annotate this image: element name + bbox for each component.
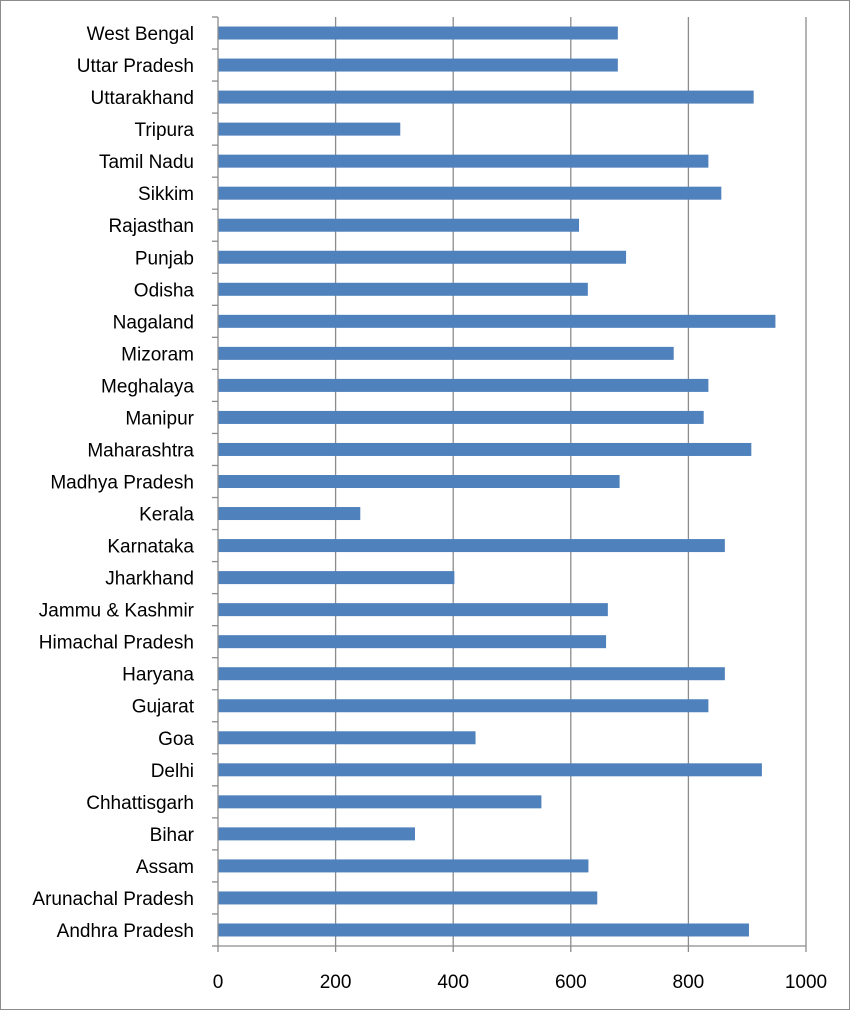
category-label: Uttar Pradesh [77, 56, 194, 77]
category-label: Haryana [122, 665, 194, 686]
bar-odisha [218, 282, 588, 296]
category-label: Nagaland [113, 312, 194, 333]
bar-karnataka [218, 539, 725, 553]
bar-kerala [218, 507, 361, 521]
bar-mizoram [218, 346, 674, 360]
bar-delhi [218, 763, 762, 777]
bar-jammu-kashmir [218, 603, 608, 617]
category-label: Jammu & Kashmir [39, 601, 195, 622]
category-label: Maharashtra [87, 440, 194, 461]
bar-andhra-pradesh [218, 923, 749, 937]
bar-sikkim [218, 186, 722, 200]
category-label: Tamil Nadu [99, 152, 194, 173]
category-label: Goa [158, 729, 194, 750]
x-tick-label: 600 [555, 972, 587, 993]
bars [218, 26, 776, 937]
category-label: Delhi [151, 761, 194, 782]
category-label: Tripura [135, 120, 195, 141]
x-tick-label: 0 [213, 972, 224, 993]
category-label: Assam [136, 857, 194, 878]
bar-arunachal-pradesh [218, 891, 598, 905]
bar-maharashtra [218, 442, 752, 456]
category-label: Rajasthan [108, 216, 194, 237]
category-label: Bihar [150, 825, 195, 846]
bar-nagaland [218, 314, 776, 328]
x-tick-label: 200 [320, 972, 352, 993]
bar-gujarat [218, 699, 709, 713]
bar-tripura [218, 122, 401, 136]
bar-chhattisgarh [218, 795, 542, 809]
bar-madhya-pradesh [218, 475, 620, 488]
category-label: Kerala [139, 505, 194, 526]
bar-assam [218, 859, 589, 873]
axes [212, 16, 807, 952]
category-label: Manipur [125, 408, 194, 429]
category-label: Himachal Pradesh [39, 633, 194, 654]
category-label: Arunachal Pradesh [32, 889, 194, 910]
category-label: Uttarakhand [90, 88, 194, 109]
bar-punjab [218, 250, 627, 264]
category-label: Chhattisgarh [86, 793, 194, 814]
category-label: Jharkhand [105, 569, 194, 590]
category-label: Odisha [134, 280, 195, 301]
bar-manipur [218, 410, 704, 424]
bar-jharkhand [218, 571, 455, 585]
category-label: Mizoram [121, 344, 194, 365]
category-label: Punjab [135, 248, 194, 269]
bar-haryana [218, 667, 725, 681]
x-tick-label: 400 [437, 972, 469, 993]
bar-tamil-nadu [218, 154, 709, 168]
category-label: Sikkim [138, 184, 194, 205]
bar-bihar [218, 827, 415, 841]
category-label: Karnataka [107, 537, 194, 558]
bar-west-bengal [218, 26, 618, 40]
bar-himachal-pradesh [218, 635, 607, 649]
bar-meghalaya [218, 378, 709, 392]
category-label: West Bengal [87, 24, 194, 45]
category-label: Madhya Pradesh [50, 473, 194, 494]
category-label: Gujarat [132, 697, 195, 718]
x-tick-label: 1000 [785, 972, 827, 993]
bar-uttarakhand [218, 90, 754, 104]
bar-goa [218, 731, 476, 745]
category-label: Andhra Pradesh [57, 921, 194, 942]
bar-rajasthan [218, 218, 580, 232]
x-tick-label: 800 [673, 972, 705, 993]
bar-uttar-pradesh [218, 58, 618, 72]
category-label: Meghalaya [101, 376, 194, 397]
labels: 0 200 400 600 800 1000 West Bengal Uttar Prades… [32, 24, 827, 993]
